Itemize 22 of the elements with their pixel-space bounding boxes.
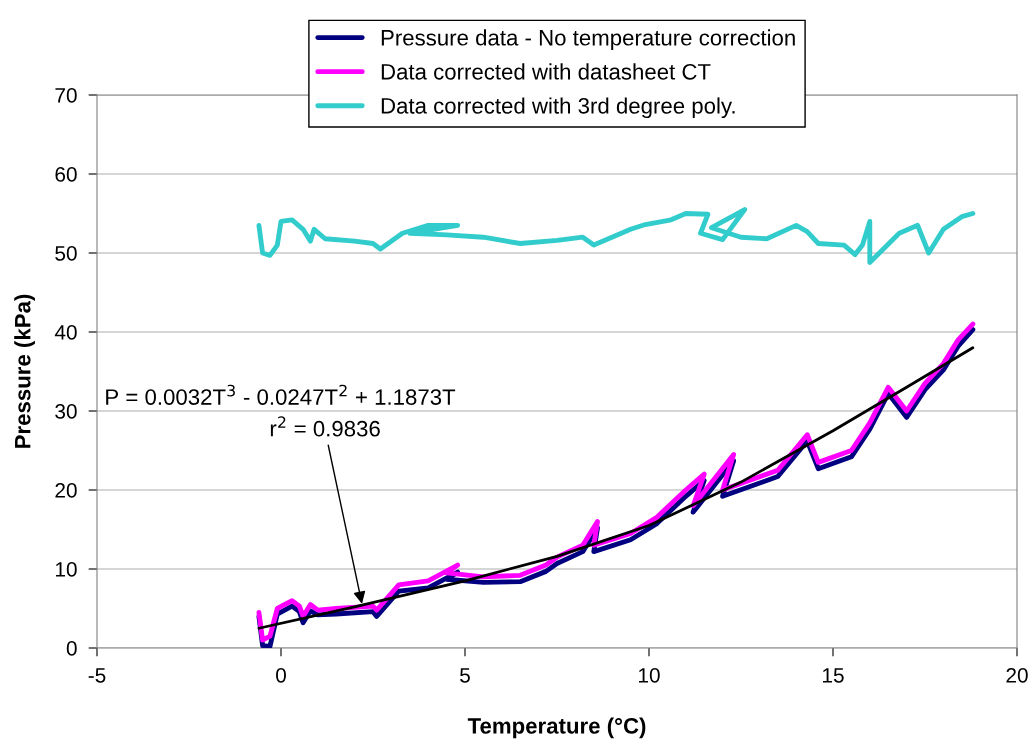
x-tick-label: 20 bbox=[1006, 667, 1028, 683]
y-tick-label: 70 bbox=[55, 88, 77, 103]
x-tick-label: 10 bbox=[639, 667, 660, 683]
y-tick-label: 50 bbox=[55, 246, 77, 261]
y-tick-label: 40 bbox=[54, 325, 77, 340]
annotation: P = 0.0032T$^{3}$ - 0.0247T$^{2}$ + 1.1873T bbox=[106, 384, 456, 405]
y-tick-label: 10 bbox=[55, 562, 77, 577]
annotation: r$^{2}$ = 0.9836 bbox=[270, 416, 380, 437]
x-axis-title: Temperature (°C) bbox=[467, 717, 646, 739]
legend-label: Data corrected with datasheet CT bbox=[381, 63, 711, 80]
legend-label: Data corrected with 3rd degree poly. bbox=[381, 97, 735, 119]
y-tick-label: 0 bbox=[66, 641, 77, 656]
x-tick-label: -5 bbox=[88, 668, 106, 683]
y-tick-label: 20 bbox=[55, 483, 77, 498]
y-axis-title: Pressure (kPa) bbox=[14, 294, 35, 448]
y-tick-label: 60 bbox=[55, 167, 77, 182]
x-tick-label: 15 bbox=[823, 668, 844, 683]
line-series bbox=[256, 207, 976, 265]
y-tick-label: 30 bbox=[55, 404, 77, 419]
x-tick-label: 0 bbox=[276, 667, 286, 683]
x-tick-label: 5 bbox=[460, 668, 470, 683]
legend-label: Pressure data - No temperature correction bbox=[381, 29, 795, 50]
